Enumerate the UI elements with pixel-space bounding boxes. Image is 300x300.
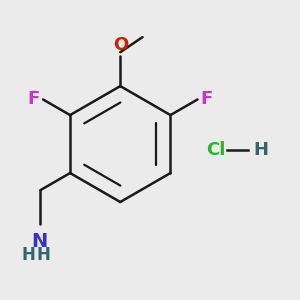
Text: H: H [22,246,35,264]
Text: F: F [28,90,40,108]
Text: F: F [200,90,213,108]
Text: Cl: Cl [206,141,226,159]
Text: N: N [31,232,47,251]
Text: H: H [254,141,268,159]
Text: H: H [37,246,50,264]
Text: O: O [113,36,128,54]
